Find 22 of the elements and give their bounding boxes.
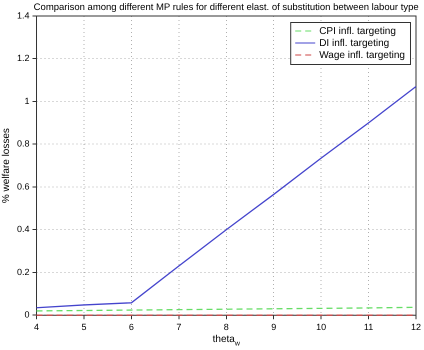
y-axis-title: % welfare losses: [1, 128, 12, 204]
x-tick-label: 6: [128, 322, 134, 332]
x-tick-label: 10: [316, 322, 326, 332]
y-tick-label: 0: [24, 310, 30, 320]
y-tick-label: 0.6: [16, 181, 30, 192]
x-tick-label: 7: [176, 322, 182, 332]
chart-title: Comparison among different MP rules for different elast. of substitution between labour type: [34, 2, 419, 13]
x-tick-label: 9: [271, 322, 276, 332]
x-tick-label: 5: [81, 322, 86, 332]
x-tick-label: 4: [34, 322, 40, 332]
y-tick-label: 1.2: [16, 53, 30, 64]
y-tick-label: 0.8: [16, 138, 30, 149]
y-tick-label: 0.4: [16, 224, 30, 234]
y-tick-label: 0.2: [16, 266, 30, 277]
x-tick-label: 12: [410, 322, 421, 332]
x-tick-label: 8: [224, 322, 229, 332]
y-tick-label: 1: [24, 96, 30, 106]
legend-label: CPI infl. targeting: [319, 26, 396, 37]
legend-label: Wage infl. targeting: [319, 50, 406, 61]
y-tick-label: 1.4: [16, 10, 30, 20]
x-tick-label: 11: [364, 322, 374, 332]
legend-label: DI infl. targeting: [319, 38, 390, 49]
